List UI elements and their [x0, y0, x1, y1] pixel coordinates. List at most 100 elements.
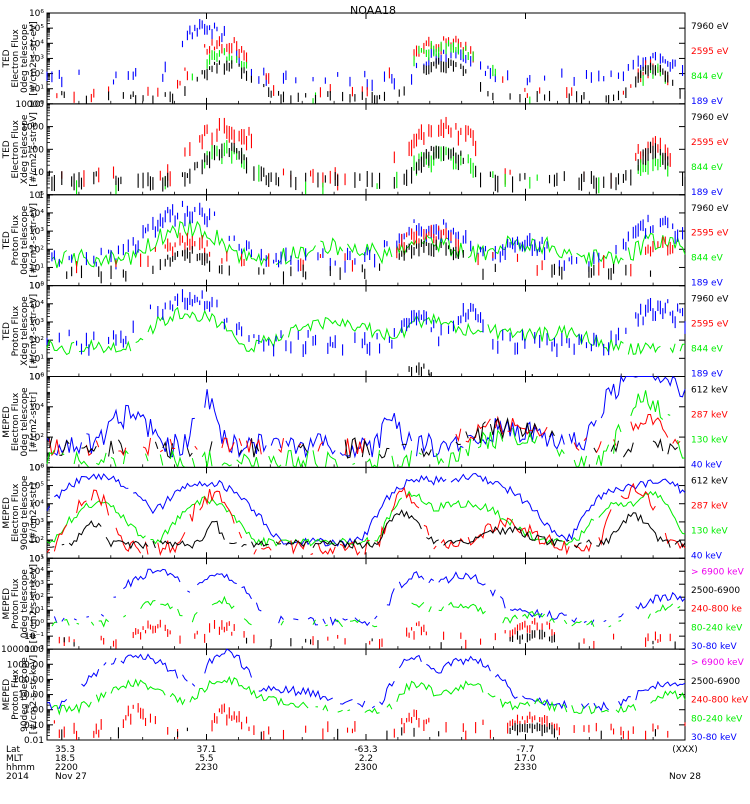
series-line: [49, 509, 686, 550]
y-tick-label: 10000.00: [1, 645, 44, 655]
y-tick-label: 10³: [29, 580, 44, 590]
legend-entry: 130 keV: [691, 435, 728, 445]
y-tick-label: 10¹: [29, 554, 44, 564]
y-tick-label: 10³: [29, 318, 44, 328]
y-axis-label-line: [#/cm2-s-str-eV]: [29, 294, 39, 369]
y-axis-label-line: Proton Flux: [11, 305, 21, 356]
series-4: [61, 57, 686, 104]
y-axis-label-line: [#/cm2-s-str-keV]: [29, 564, 39, 643]
series-2: [46, 289, 686, 358]
y-tick-label: 1: [38, 191, 44, 201]
x-tick-label: 2300: [355, 763, 378, 773]
legend-entry: 40 keV: [691, 460, 723, 470]
x-row-label: 2014: [6, 772, 29, 782]
y-axis-label-line: Proton Flux: [11, 669, 21, 720]
legend-entry: 40 keV: [691, 551, 723, 561]
series-line: [46, 482, 686, 556]
y-tick-label: 10⁻²: [24, 645, 44, 655]
legend-entry: 80-240 keV: [691, 623, 743, 633]
y-tick-label: 10²: [29, 593, 44, 603]
y-axis-label: TEDElectron Flux0deg telescope[#/cm2-s-s…: [2, 21, 39, 96]
y-axis-label-line: 0deg telescope: [20, 205, 30, 275]
legend-entry: 612 keV: [691, 476, 728, 486]
x-tick-label: 2230: [195, 763, 218, 773]
legend-entry: 2595 eV: [691, 47, 729, 57]
y-axis-label-line: [#/cm2-s-str-eV]: [29, 203, 39, 278]
series-2: [52, 597, 685, 627]
y-tick-label: 10⁵: [29, 191, 44, 201]
legend-entry: 287 keV: [691, 501, 728, 511]
y-axis-label-line: TED: [2, 322, 12, 341]
series-4: [49, 509, 686, 550]
y-tick-label: 10³: [29, 518, 44, 528]
y-axis-label-line: 90deg telescope: [20, 657, 30, 732]
y-axis-label: MEPEDProton Flux0deg telescope[#/cm2-s-s…: [2, 564, 39, 643]
series-1: [46, 306, 686, 356]
y-axis-label-line: MEPED: [2, 497, 12, 529]
y-axis-label: TEDProton FluxXdeg telescope[#/cm2-s-str…: [2, 294, 39, 369]
legend-entry: 7960 eV: [691, 22, 729, 32]
x-tick-label: 37.1: [196, 745, 216, 755]
y-axis-label-line: [#/cm2-s-str]: [29, 392, 39, 452]
y-tick-label: 10⁵: [29, 554, 44, 564]
y-tick-label: 10⁶: [29, 463, 44, 473]
series-line: [46, 374, 686, 459]
panel-frame: [46, 376, 686, 468]
y-tick-label: 10⁰: [29, 100, 44, 110]
legend-entry: > 6900 keV: [691, 658, 745, 668]
legend-entry: 189 eV: [691, 188, 724, 198]
series-line: [51, 219, 686, 269]
series-line: [53, 568, 686, 627]
y-tick-label: 10⁵: [29, 482, 44, 492]
x-tick-label: -63.3: [354, 745, 377, 755]
y-tick-label: 1000.00: [7, 660, 44, 670]
legend-entry: 612 keV: [691, 386, 728, 396]
x-tick-label: 17.0: [515, 754, 535, 764]
chart-title: NOAA18: [350, 4, 396, 17]
series-line: [46, 472, 686, 547]
y-axis-label-line: [#/cm2-s-str-eV]: [29, 112, 39, 187]
y-tick-label: 10³: [29, 54, 44, 64]
y-tick-label: 10⁴: [29, 403, 44, 413]
y-axis-label-line: Xdeg telescope: [20, 296, 30, 366]
y-axis-label-line: Electron Flux: [11, 392, 21, 451]
legend-entry: 2595 eV: [691, 138, 729, 148]
panel-6: 10¹ 10² 10³ 10⁴ 10⁵ 10⁶ MEPEDElectron Flux90de…: [2, 463, 728, 564]
y-axis-label-line: [#/cm2-s-str]: [29, 483, 39, 543]
y-axis-label-line: Electron Flux: [11, 119, 21, 178]
y-tick-label: 10: [33, 168, 45, 178]
y-tick-label: 10⁰: [29, 619, 44, 629]
x-tick-label: -7.7: [517, 745, 535, 755]
series-3: [49, 417, 678, 459]
series-3: [58, 618, 671, 650]
legend-entry: 189 eV: [691, 279, 724, 289]
x-tick-label: (XXX): [672, 745, 698, 755]
legend-entry: 7960 eV: [691, 295, 729, 305]
y-tick-label: 10¹: [29, 263, 44, 273]
legend-entry: 287 keV: [691, 410, 728, 420]
y-axis-label-line: Electron Flux: [11, 483, 21, 542]
y-axis-label-line: Electron Flux: [11, 29, 21, 88]
y-tick-label: 10⁴: [29, 39, 44, 49]
series-line: [46, 648, 686, 712]
y-axis-label-line: MEPED: [2, 679, 12, 711]
series-3: [76, 224, 674, 277]
legend-entry: 240-800 ke: [691, 605, 742, 615]
series-line: [46, 306, 686, 356]
series-3: [46, 482, 686, 556]
y-tick-label: 10¹: [29, 85, 44, 95]
x-tick-label: 2200: [55, 763, 78, 773]
y-tick-label: 10³: [29, 227, 44, 237]
series-line: [49, 417, 678, 459]
series-line: [51, 675, 686, 716]
x-row-label: Lat: [6, 745, 21, 755]
y-tick-label: 10²: [29, 70, 44, 80]
series-1: [46, 648, 686, 712]
y-tick-label: 10¹: [29, 606, 44, 616]
series-1: [46, 374, 686, 459]
y-tick-label: 10⁴: [29, 300, 44, 310]
x-row-label: MLT: [6, 754, 24, 764]
panel-3: 10⁰ 10¹ 10² 10³ 10⁴ 10⁵ TEDProton Flux0deg tel…: [2, 191, 729, 292]
y-axis-label-line: [#/cm2-s-str-keV]: [29, 655, 39, 734]
